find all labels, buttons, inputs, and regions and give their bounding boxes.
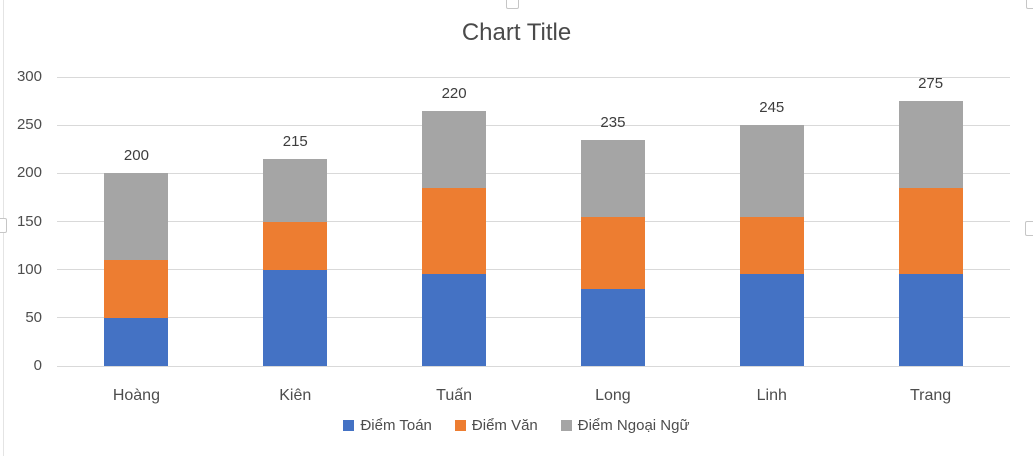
bar-segment-Điểm Ngoại Ngữ-Tuấn[interactable] [422, 110, 487, 188]
x-axis-label-Trang: Trang [909, 387, 952, 404]
gridline [57, 76, 1010, 78]
bar-Trang [898, 101, 963, 366]
plot-area: 200 215 220 235 245 275 [57, 75, 1010, 367]
x-axis-label-Tuấn: Tuấn [436, 387, 473, 404]
x-axis-line [57, 365, 1010, 367]
legend-item-diem-toan[interactable]: Điểm Toán [343, 417, 432, 434]
x-axis-label-Linh: Linh [756, 387, 787, 404]
y-axis-tick-label: 250 [16, 116, 42, 134]
bar-segment-Điểm Toán-Hoàng[interactable] [104, 317, 169, 366]
x-axis-label-Kiên: Kiên [279, 387, 312, 404]
bar-segment-Điểm Toán-Tuấn[interactable] [422, 274, 487, 366]
legend-swatch-diem-ngoai-ngu [560, 420, 572, 431]
y-axis-tick-label: 100 [16, 260, 42, 278]
gridline [57, 269, 1010, 271]
y-axis-tick-label: 50 [25, 308, 42, 326]
selection-handle-left[interactable] [0, 218, 7, 233]
bar-segment-Điểm Ngoại Ngữ-Trang[interactable] [898, 101, 963, 188]
bar-Linh [739, 125, 804, 366]
gridline [57, 124, 1010, 126]
bar-segment-Điểm Ngoại Ngữ-Hoàng[interactable] [104, 173, 169, 261]
gridline [57, 317, 1010, 319]
bar-segment-Điểm Ngoại Ngữ-Linh[interactable] [739, 125, 804, 217]
bar-segment-Điểm Toán-Kiên[interactable] [263, 269, 328, 366]
gridline [57, 172, 1010, 174]
bar-segment-Điểm Ngoại Ngữ-Long[interactable] [580, 139, 645, 217]
y-axis-tick-label: 200 [16, 164, 42, 182]
legend-swatch-diem-toan [343, 420, 355, 431]
legend-label-diem-ngoai-ngu: Điểm Ngoại Ngữ [577, 417, 690, 434]
chart-title[interactable]: Chart Title [461, 19, 572, 46]
data-label-Kiên: 215 [282, 132, 308, 150]
x-axis-label-Hoàng: Hoàng [112, 387, 160, 404]
bar-Long [580, 139, 645, 366]
bar-segment-Điểm Toán-Linh[interactable] [739, 274, 804, 366]
legend-label-diem-van: Điểm Văn [471, 417, 538, 434]
bar-segment-Điểm Toán-Long[interactable] [580, 288, 645, 366]
legend: Điểm Toán Điểm Văn Điểm Ngoại Ngữ [0, 417, 1033, 434]
data-label-Long: 235 [600, 113, 626, 131]
data-label-Hoàng: 200 [123, 147, 149, 165]
bar-Tuấn [422, 110, 487, 366]
selection-handle-top[interactable] [506, 0, 519, 9]
selection-handle-top-right[interactable] [1026, 0, 1033, 9]
data-label-Tuấn: 220 [441, 84, 467, 102]
bar-segment-Điểm Ngoại Ngữ-Kiên[interactable] [263, 158, 328, 222]
selection-handle-right[interactable] [1025, 221, 1033, 236]
legend-item-diem-ngoai-ngu[interactable]: Điểm Ngoại Ngữ [560, 417, 690, 434]
legend-swatch-diem-van [454, 420, 466, 431]
bar-segment-Điểm Văn-Linh[interactable] [739, 216, 804, 275]
gridline [57, 221, 1010, 222]
bar-segment-Điểm Văn-Tuấn[interactable] [422, 187, 487, 275]
data-label-Linh: 245 [759, 99, 785, 117]
legend-item-diem-van[interactable]: Điểm Văn [454, 417, 538, 434]
bar-segment-Điểm Văn-Long[interactable] [580, 216, 645, 289]
bar-Kiên [263, 158, 328, 366]
bar-segment-Điểm Văn-Hoàng[interactable] [104, 260, 169, 318]
y-axis-tick-label: 0 [33, 357, 42, 374]
y-axis-tick-label: 300 [16, 68, 42, 85]
bar-segment-Điểm Văn-Kiên[interactable] [263, 221, 328, 270]
bar-Hoàng [104, 173, 169, 366]
data-label-Trang: 275 [918, 75, 944, 93]
y-axis-tick-label: 150 [16, 212, 42, 230]
bar-segment-Điểm Toán-Trang[interactable] [898, 274, 963, 366]
legend-label-diem-toan: Điểm Toán [360, 417, 432, 434]
x-axis-label-Long: Long [595, 387, 631, 404]
bar-segment-Điểm Văn-Trang[interactable] [898, 187, 963, 275]
